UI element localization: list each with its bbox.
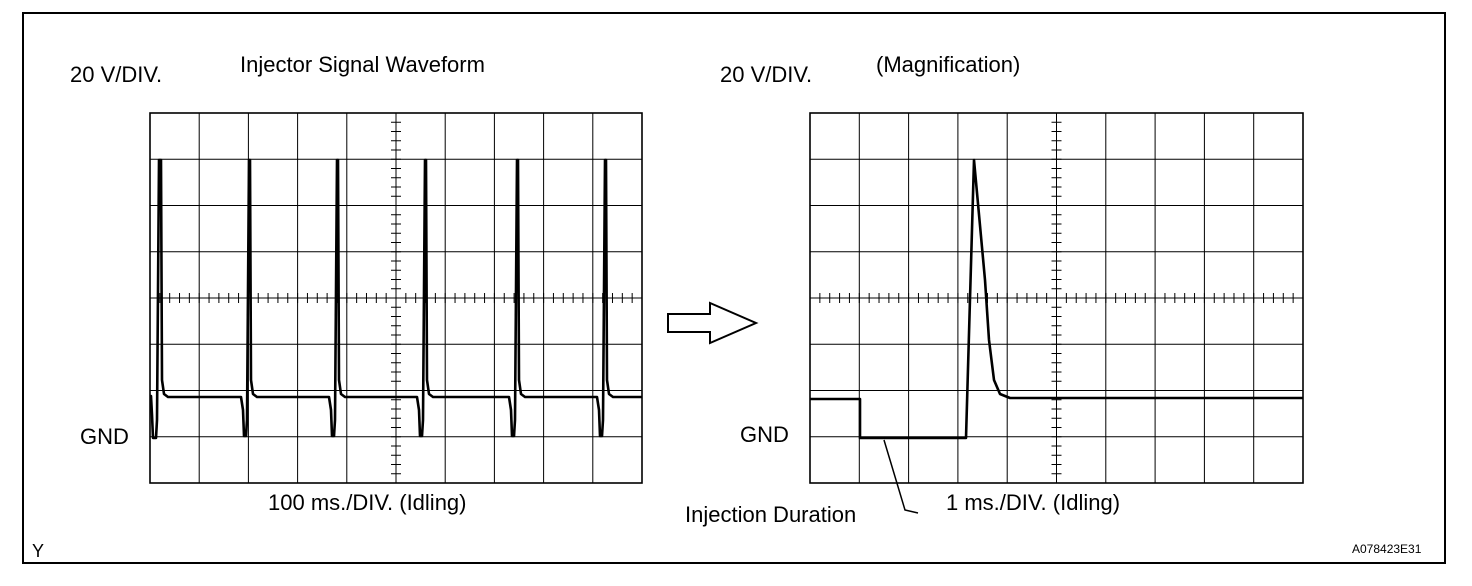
right-arrow-icon: [667, 301, 759, 345]
corner-mark: Y: [32, 541, 45, 561]
injection-duration-leader: [883, 439, 919, 514]
injection-duration-callout: Injection Duration: [685, 502, 857, 527]
left-voltage-scale-label: 20 V/DIV.: [70, 62, 163, 87]
left-time-scale-label: 100 ms./DIV. (Idling): [268, 490, 467, 515]
left-injector-waveform: [149, 158, 642, 440]
right-voltage-scale-label: 20 V/DIV.: [720, 62, 813, 87]
right-time-scale-label: 1 ms./DIV. (Idling): [946, 490, 1121, 515]
right-panel-title: (Magnification): [876, 52, 1021, 77]
right-magnified-waveform: [810, 158, 1303, 440]
left-panel-title: Injector Signal Waveform: [240, 52, 485, 77]
left-oscilloscope-grid: [149, 112, 643, 484]
right-gnd-label: GND: [740, 422, 789, 447]
figure-id: A078423E31: [1352, 542, 1422, 556]
left-gnd-label: GND: [80, 424, 129, 449]
right-oscilloscope-grid: [809, 112, 1304, 484]
figure-frame: [22, 12, 1446, 564]
